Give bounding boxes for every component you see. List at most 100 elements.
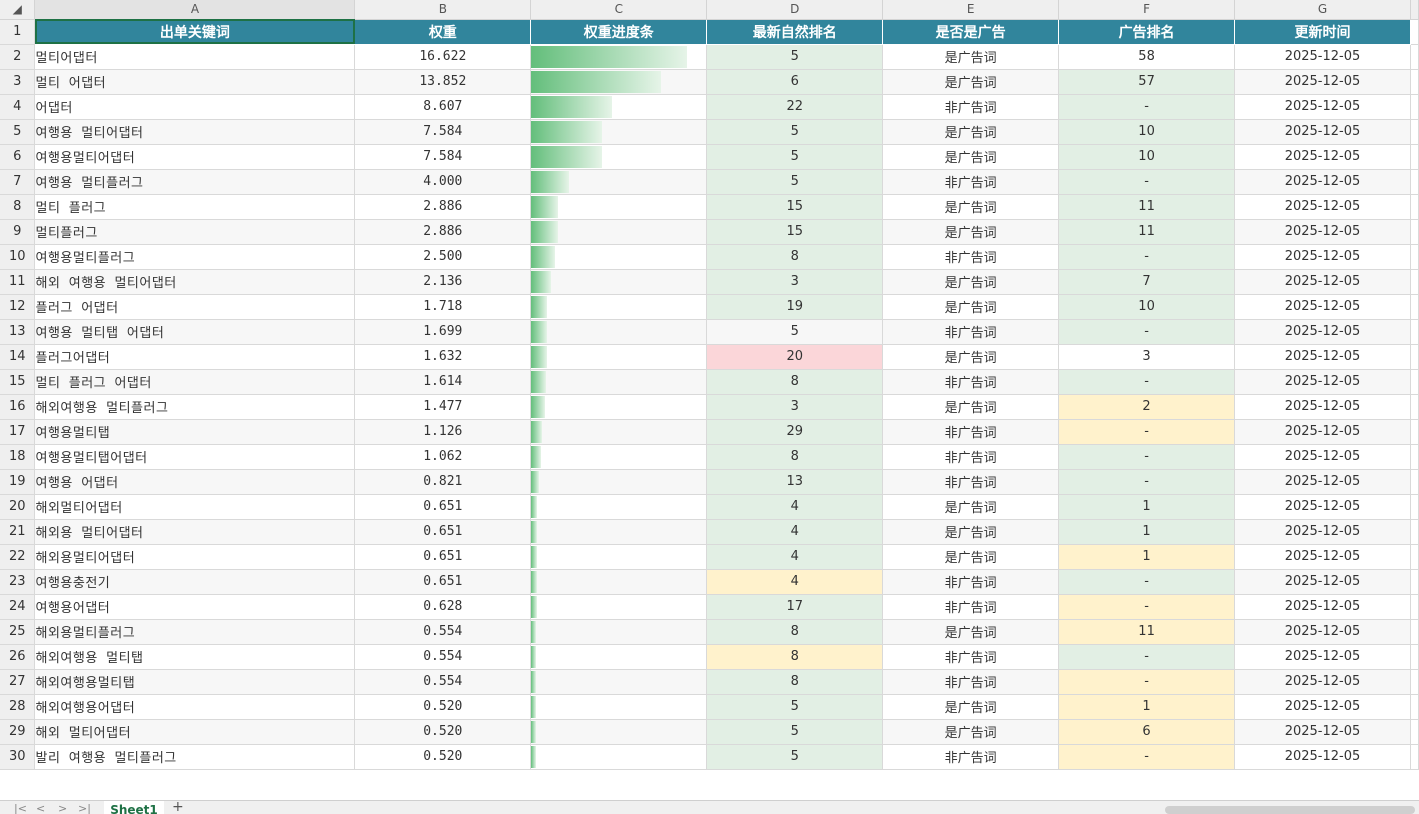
update-time-cell[interactable]: 2025-12-05 [1234, 369, 1411, 395]
weight-bar-cell[interactable] [530, 519, 708, 545]
weight-cell[interactable]: 1.632 [354, 344, 532, 370]
ad-rank-cell[interactable]: 10 [1058, 119, 1236, 145]
weight-cell[interactable]: 4.000 [354, 169, 532, 195]
ad-rank-cell[interactable]: 3 [1058, 344, 1236, 370]
natural-rank-cell[interactable]: 20 [706, 344, 884, 370]
weight-cell[interactable]: 0.651 [354, 494, 532, 520]
weight-cell[interactable]: 0.651 [354, 519, 532, 545]
weight-bar-cell[interactable] [530, 44, 708, 70]
keyword-cell[interactable]: 해외여행용 멀티탭 [34, 644, 356, 670]
header-update-time[interactable]: 更新时间 [1234, 19, 1411, 45]
update-time-cell[interactable]: 2025-12-05 [1234, 694, 1411, 720]
keyword-cell[interactable]: 해외여행용 멀티플러그 [34, 394, 356, 420]
header-weight[interactable]: 权重 [354, 19, 532, 45]
weight-cell[interactable]: 0.520 [354, 694, 532, 720]
is-ad-cell[interactable]: 非广告词 [882, 419, 1060, 445]
natural-rank-cell[interactable]: 15 [706, 194, 884, 220]
update-time-cell[interactable]: 2025-12-05 [1234, 194, 1411, 220]
column-header-a[interactable]: A [34, 0, 356, 20]
weight-cell[interactable]: 7.584 [354, 144, 532, 170]
keyword-cell[interactable]: 어댑터 [34, 94, 356, 120]
update-time-cell[interactable]: 2025-12-05 [1234, 569, 1411, 595]
weight-cell[interactable]: 2.500 [354, 244, 532, 270]
weight-bar-cell[interactable] [530, 119, 708, 145]
weight-bar-cell[interactable] [530, 69, 708, 95]
is-ad-cell[interactable]: 非广告词 [882, 369, 1060, 395]
ad-rank-cell[interactable]: 11 [1058, 194, 1236, 220]
keyword-cell[interactable]: 해외멀티어댑터 [34, 494, 356, 520]
keyword-cell[interactable]: 여행용멀티플러그 [34, 244, 356, 270]
natural-rank-cell[interactable]: 6 [706, 69, 884, 95]
weight-bar-cell[interactable] [530, 219, 708, 245]
weight-bar-cell[interactable] [530, 419, 708, 445]
is-ad-cell[interactable]: 是广告词 [882, 44, 1060, 70]
update-time-cell[interactable]: 2025-12-05 [1234, 344, 1411, 370]
weight-bar-cell[interactable] [530, 194, 708, 220]
weight-cell[interactable]: 8.607 [354, 94, 532, 120]
update-time-cell[interactable]: 2025-12-05 [1234, 269, 1411, 295]
update-time-cell[interactable]: 2025-12-05 [1234, 319, 1411, 345]
is-ad-cell[interactable]: 是广告词 [882, 544, 1060, 570]
column-header-e[interactable]: E [882, 0, 1060, 20]
keyword-cell[interactable]: 해외여행용어댑터 [34, 694, 356, 720]
update-time-cell[interactable]: 2025-12-05 [1234, 644, 1411, 670]
is-ad-cell[interactable]: 是广告词 [882, 719, 1060, 745]
row-header[interactable]: 18 [0, 444, 36, 470]
update-time-cell[interactable]: 2025-12-05 [1234, 544, 1411, 570]
weight-cell[interactable]: 0.520 [354, 744, 532, 770]
keyword-cell[interactable]: 여행용멀티어댑터 [34, 144, 356, 170]
weight-cell[interactable]: 1.062 [354, 444, 532, 470]
update-time-cell[interactable]: 2025-12-05 [1234, 294, 1411, 320]
ad-rank-cell[interactable]: 7 [1058, 269, 1236, 295]
row-header[interactable]: 2 [0, 44, 36, 70]
weight-bar-cell[interactable] [530, 94, 708, 120]
natural-rank-cell[interactable]: 3 [706, 269, 884, 295]
select-all-corner[interactable]: ◢ [0, 0, 36, 20]
row-header[interactable]: 26 [0, 644, 36, 670]
keyword-cell[interactable]: 발리 여행용 멀티플러그 [34, 744, 356, 770]
ad-rank-cell[interactable]: 11 [1058, 619, 1236, 645]
row-header[interactable]: 9 [0, 219, 36, 245]
update-time-cell[interactable]: 2025-12-05 [1234, 94, 1411, 120]
is-ad-cell[interactable]: 是广告词 [882, 344, 1060, 370]
weight-cell[interactable]: 2.136 [354, 269, 532, 295]
ad-rank-cell[interactable]: - [1058, 169, 1236, 195]
natural-rank-cell[interactable]: 4 [706, 519, 884, 545]
update-time-cell[interactable]: 2025-12-05 [1234, 594, 1411, 620]
is-ad-cell[interactable]: 非广告词 [882, 469, 1060, 495]
weight-cell[interactable]: 1.126 [354, 419, 532, 445]
is-ad-cell[interactable]: 是广告词 [882, 144, 1060, 170]
row-header[interactable]: 7 [0, 169, 36, 195]
update-time-cell[interactable]: 2025-12-05 [1234, 69, 1411, 95]
is-ad-cell[interactable]: 非广告词 [882, 594, 1060, 620]
weight-bar-cell[interactable] [530, 169, 708, 195]
ad-rank-cell[interactable]: - [1058, 94, 1236, 120]
natural-rank-cell[interactable]: 5 [706, 744, 884, 770]
ad-rank-cell[interactable]: 1 [1058, 494, 1236, 520]
weight-bar-cell[interactable] [530, 369, 708, 395]
ad-rank-cell[interactable]: 57 [1058, 69, 1236, 95]
natural-rank-cell[interactable]: 8 [706, 244, 884, 270]
natural-rank-cell[interactable]: 3 [706, 394, 884, 420]
row-header[interactable]: 19 [0, 469, 36, 495]
weight-cell[interactable]: 2.886 [354, 219, 532, 245]
ad-rank-cell[interactable]: - [1058, 369, 1236, 395]
weight-bar-cell[interactable] [530, 694, 708, 720]
weight-cell[interactable]: 7.584 [354, 119, 532, 145]
update-time-cell[interactable]: 2025-12-05 [1234, 619, 1411, 645]
weight-cell[interactable]: 2.886 [354, 194, 532, 220]
keyword-cell[interactable]: 멀티 어댑터 [34, 69, 356, 95]
row-header[interactable]: 22 [0, 544, 36, 570]
weight-bar-cell[interactable] [530, 244, 708, 270]
natural-rank-cell[interactable]: 8 [706, 369, 884, 395]
weight-bar-cell[interactable] [530, 494, 708, 520]
ad-rank-cell[interactable]: - [1058, 644, 1236, 670]
keyword-cell[interactable]: 여행용 멀티탭 어댑터 [34, 319, 356, 345]
update-time-cell[interactable]: 2025-12-05 [1234, 144, 1411, 170]
row-header[interactable]: 12 [0, 294, 36, 320]
is-ad-cell[interactable]: 非广告词 [882, 94, 1060, 120]
natural-rank-cell[interactable]: 8 [706, 644, 884, 670]
update-time-cell[interactable]: 2025-12-05 [1234, 44, 1411, 70]
row-header[interactable]: 27 [0, 669, 36, 695]
weight-cell[interactable]: 13.852 [354, 69, 532, 95]
